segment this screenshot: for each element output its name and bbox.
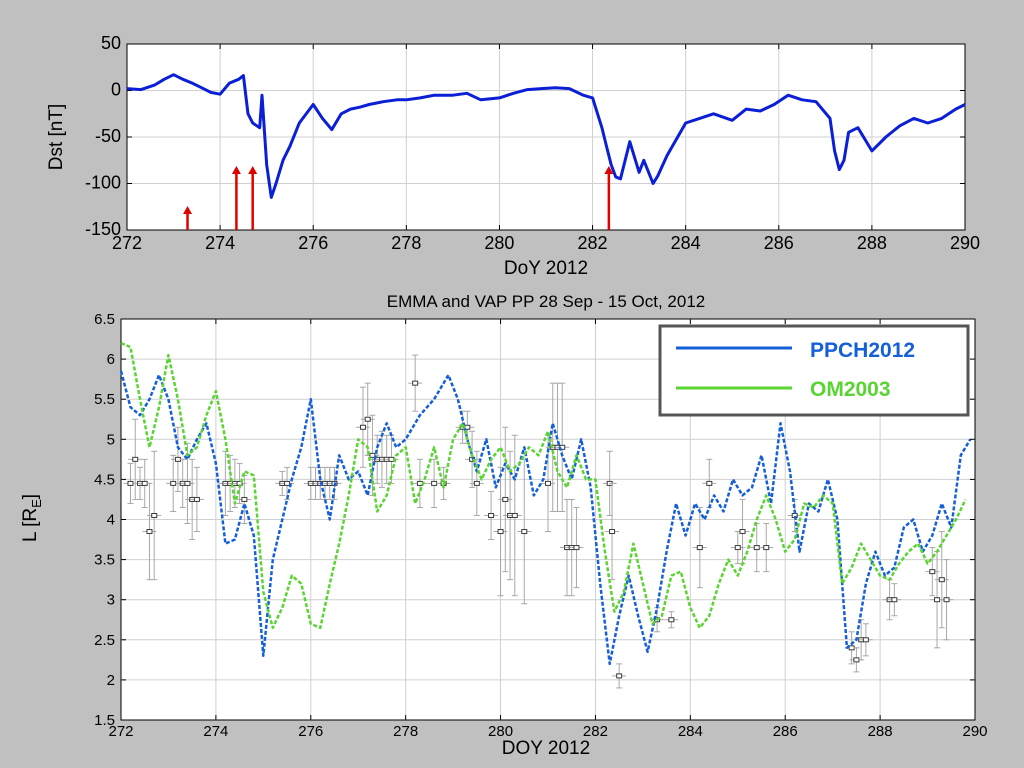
observation-point [887, 583, 902, 617]
pp-tick-label-y: 5 [107, 431, 115, 448]
pp-tick-label-x: 282 [583, 723, 608, 740]
observation-point [517, 458, 532, 605]
dst-tick-label-x: 282 [578, 233, 608, 253]
dst-tick-label-y: 50 [101, 33, 121, 53]
dst-y-axis-label: Dst [nT] [46, 104, 67, 171]
observation-point [147, 450, 162, 581]
observation-point [735, 498, 750, 565]
pp-tick-label-x: 286 [773, 723, 798, 740]
dst-series-line [126, 73, 966, 199]
pp-series [119, 341, 972, 666]
pp-y-axis-label-sub: E [29, 499, 44, 508]
pp-tick-label-y: 6.5 [94, 311, 115, 328]
pp-tick-label-x: 274 [203, 723, 228, 740]
pp-tick-label-x: 284 [678, 723, 703, 740]
legend-label-om2003: OM2003 [810, 378, 891, 401]
pp-y-axis-label: L [RE] [20, 494, 44, 542]
observation-point [469, 450, 484, 516]
onset-arrow [604, 166, 614, 230]
dst-series [126, 73, 966, 199]
pp-tick-label-y: 1.5 [94, 712, 115, 729]
pp-tick-label-y: 4 [107, 512, 115, 529]
observation-point [166, 454, 181, 512]
onset-arrow [183, 206, 193, 230]
dst-tick-label-y: -50 [95, 126, 121, 146]
dst-tick-label-y: -150 [85, 219, 121, 239]
observation-point [612, 663, 627, 689]
pp-tick-label-y: 2.5 [94, 632, 115, 649]
onset-arrow [248, 166, 258, 230]
dst-grid [127, 44, 965, 230]
pp-tick-label-y: 3 [107, 592, 115, 609]
observation-point [569, 506, 584, 589]
legend: PPCH2012 OM2003 [658, 324, 970, 417]
observation-point [484, 490, 499, 541]
pp-x-axis-label: DOY 2012 [502, 738, 590, 759]
observation-point [664, 611, 679, 629]
observation-point [692, 506, 707, 589]
observation-point [702, 458, 717, 508]
dst-tick-label-x: 278 [391, 233, 421, 253]
observation-point [939, 559, 954, 641]
observation-point [408, 354, 423, 412]
pp-tick-label-x: 278 [393, 723, 418, 740]
pp-tick-label-x: 280 [488, 723, 513, 740]
observation-point [858, 623, 873, 657]
storm-onset-arrows [183, 166, 614, 230]
observation-point [189, 466, 204, 533]
dst-tick-label-x: 276 [298, 233, 328, 253]
dst-tick-label-x: 288 [857, 233, 887, 253]
dst-tick-label-y: 0 [111, 80, 121, 100]
dst-tick-label-x: 274 [205, 233, 235, 253]
pp-tick-label-x: 290 [962, 723, 987, 740]
dst-tick-label-x: 290 [950, 233, 980, 253]
pp-series-line-ppch2012 [119, 370, 972, 666]
observation-point [555, 382, 570, 512]
dst-tick-label-x: 286 [764, 233, 794, 253]
dst-tick-label-x: 280 [484, 233, 514, 253]
dst-ticks: 272 274 276 278 280 282 284 286 288 290 50 0 -50 -100… [85, 33, 980, 253]
onset-arrow [231, 166, 241, 230]
dst-panel: 272 274 276 278 280 282 284 286 288 290 50 0 -50 -100… [46, 33, 980, 279]
pp-tick-label-x: 288 [868, 723, 893, 740]
dst-tick-label-x: 284 [671, 233, 701, 253]
pp-chart-title: EMMA and VAP PP 28 Sep - 15 Oct, 2012 [387, 292, 705, 311]
pp-tick-label-y: 5.5 [94, 391, 115, 408]
observation-point [498, 426, 513, 573]
dst-tick-label-x: 272 [112, 233, 142, 253]
pp-series-line-om2003 [120, 341, 967, 630]
pp-y-axis-label-main: L [R [20, 508, 41, 542]
pp-tick-label-y: 3.5 [94, 552, 115, 569]
pp-tick-label-y: 4.5 [94, 471, 115, 488]
pp-panel: EMMA and VAP PP 28 Sep - 15 Oct, 2012 27… [20, 292, 988, 759]
observation-point [759, 523, 774, 573]
observation-point [280, 466, 295, 500]
pp-tick-label-x: 272 [108, 723, 133, 740]
pp-tick-label-y: 6 [107, 351, 115, 368]
pp-tick-label-x: 276 [298, 723, 323, 740]
legend-box [658, 324, 970, 417]
pp-tick-label-y: 2 [107, 672, 115, 689]
legend-label-ppch2012: PPCH2012 [810, 339, 915, 362]
dst-x-axis-label: DoY 2012 [504, 258, 588, 279]
pp-y-axis-label-end: ] [20, 494, 41, 499]
dst-tick-label-y: -100 [85, 173, 121, 193]
observation-point [507, 434, 522, 597]
pp-ticks: 272 274 276 278 280 282 284 286 288 290 6.5 6 5.5 5 4.… [94, 311, 987, 740]
